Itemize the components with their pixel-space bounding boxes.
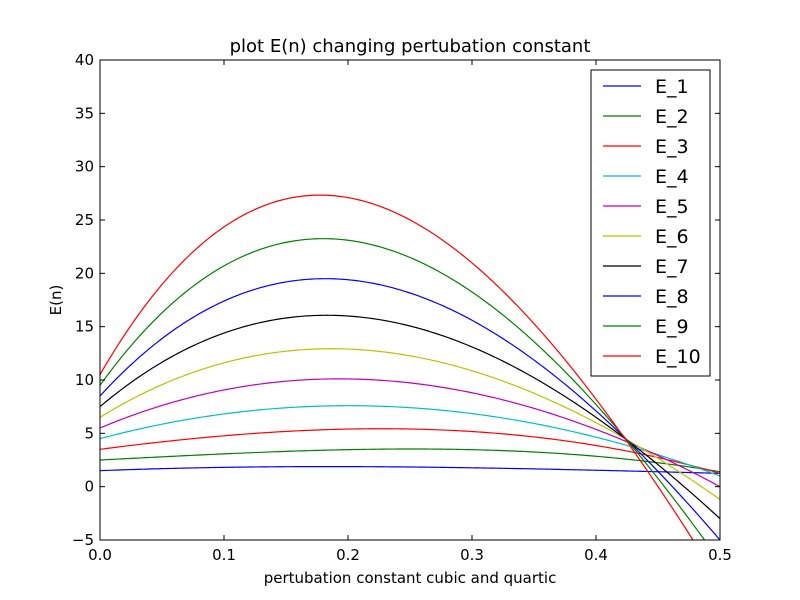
legend-box	[590, 69, 711, 377]
series-line-e-4	[100, 405, 720, 477]
series-line-e-7	[100, 314, 720, 520]
legend-label: E_7	[655, 256, 689, 278]
legend-item: E_6	[603, 226, 689, 248]
legend-item: E_5	[603, 196, 689, 218]
x-tick-label: 0.3	[460, 546, 484, 564]
legend-item: E_2	[603, 106, 689, 128]
y-tick-label: 15	[75, 318, 94, 336]
series-line-e-10	[100, 194, 694, 540]
legend-label: E_2	[655, 106, 689, 128]
series-line-e-5	[100, 378, 720, 488]
legend-item: E_3	[603, 136, 689, 158]
y-tick-label: 10	[75, 371, 94, 389]
legend-item: E_1	[603, 76, 689, 98]
series-line-e-8	[100, 278, 720, 540]
x-tick-label: 0.4	[584, 546, 608, 564]
legend-label: E_3	[655, 136, 689, 158]
x-axis-label: pertubation constant cubic and quartic	[264, 569, 557, 587]
legend-item: E_4	[603, 166, 689, 188]
legend-label: E_6	[655, 226, 689, 248]
legend-item: E_10	[603, 346, 701, 368]
y-tick-label: 0	[84, 478, 94, 496]
x-tick-label: 0.1	[212, 546, 236, 564]
y-tick-label: 40	[75, 51, 94, 69]
series-layer	[100, 194, 720, 540]
series-line-e-6	[100, 348, 720, 500]
legend-label: E_5	[655, 196, 689, 218]
y-axis-label: E(n)	[47, 285, 65, 316]
x-axis: 0.0 0.1 0.2 0.3 0.4 0.5	[88, 60, 732, 564]
legend-label: E_1	[655, 76, 689, 98]
x-tick-label: 0.0	[88, 546, 112, 564]
y-tick-label: −5	[72, 531, 94, 549]
y-tick-label: 35	[75, 104, 94, 122]
y-tick-label: 30	[75, 158, 94, 176]
legend-item: E_7	[603, 256, 689, 278]
y-axis: −5 0 5 10 15 20 25 30 35 40	[72, 51, 720, 549]
plot-frame	[99, 59, 721, 541]
y-tick-label: 20	[75, 264, 94, 282]
series-line-e-1	[100, 465, 720, 474]
chart-title: plot E(n) changing pertubation constant	[230, 36, 591, 57]
series-line-e-2	[100, 448, 720, 473]
legend-item: E_8	[603, 286, 689, 308]
series-line-e-3	[100, 428, 720, 474]
legend-label: E_9	[655, 316, 689, 338]
y-tick-label: 25	[75, 211, 94, 229]
y-tick-label: 5	[84, 424, 94, 442]
legend-item: E_9	[603, 316, 689, 338]
legend-label: E_4	[655, 166, 689, 188]
x-tick-label: 0.5	[708, 546, 732, 564]
legend-label: E_10	[655, 346, 701, 368]
legend: E_1 E_2 E_3 E_4 E_5 E_6 E_7 E_8 E_9 E_10	[590, 69, 711, 377]
x-tick-label: 0.2	[336, 546, 360, 564]
legend-label: E_8	[655, 286, 689, 308]
